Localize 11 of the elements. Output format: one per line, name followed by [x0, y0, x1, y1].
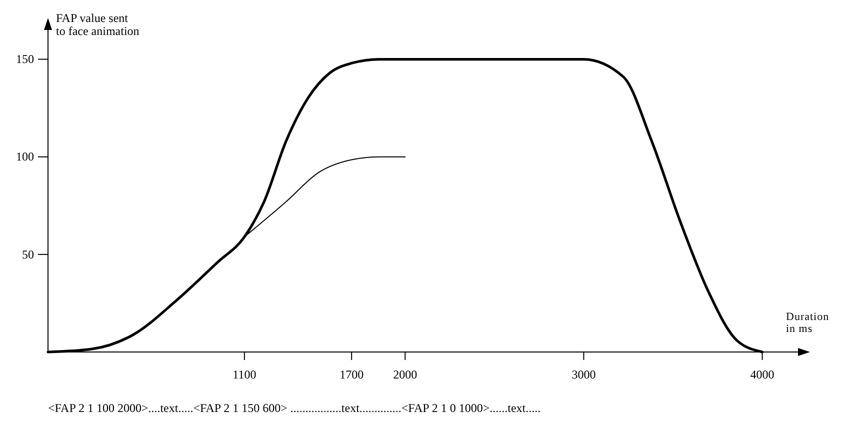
y-tick-label: 50 [22, 247, 34, 262]
x-tick-label: 1100 [232, 368, 256, 382]
x-tick-label: 4000 [750, 368, 774, 382]
y-tick-label: 100 [16, 150, 34, 164]
y-axis-title: FAP value sent to face animation [56, 11, 140, 38]
y-tick-label: 150 [16, 52, 34, 66]
x-tick-label: 1700 [340, 368, 364, 382]
x-tick-label: 2000 [393, 368, 418, 382]
text: <FAP 2 1 100 2000>....text.....<FAP 2 1 150 600> .................text..............<FAP 2 1 0 1000>......text..... [48, 401, 541, 415]
x-tick-label: 3000 [572, 368, 596, 382]
x-axis-title: Duration in ms [786, 311, 830, 336]
